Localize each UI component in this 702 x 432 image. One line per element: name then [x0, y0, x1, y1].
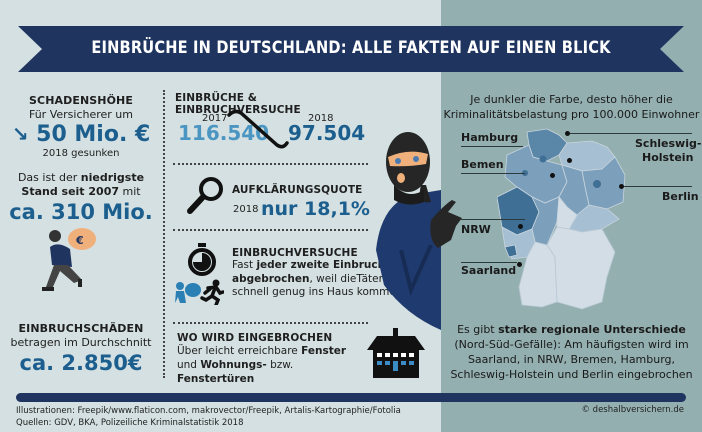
clearance-heading: AUFKLÄRUNGSQUOTE [232, 184, 363, 196]
burglaries-year2: 2018 [308, 113, 334, 124]
title-banner: EINBRÜCHE IN DEUTSCHLAND: ALLE FAKTEN AU… [18, 24, 684, 72]
credits-sources: Quellen: GDV, BKA, Polizeiliche Kriminal… [16, 418, 244, 428]
where-text-bold3: Fenstertüren [177, 373, 255, 385]
map-dot-bremen [550, 173, 555, 178]
average-damage-section: EINBRUCHSCHÄDEN betragen im Durchschnitt… [0, 322, 162, 376]
thief-with-bag-icon [175, 282, 201, 303]
section-divider-3 [173, 322, 368, 324]
svg-text:€: € [75, 234, 84, 247]
damage-line3-bold: niedrigste [80, 171, 145, 184]
map-dot-nrw [518, 224, 523, 229]
magnifier-icon [187, 177, 223, 214]
damage-line4-text: mit [119, 185, 141, 198]
leader-line-schleswig [570, 133, 692, 134]
burglaries-value2: 97.504 [288, 121, 366, 145]
damage-heading: SCHADENSHÖHE [29, 94, 133, 107]
where-text-pre: Über leicht erreichbare [177, 345, 302, 357]
where-text-mid2: bzw. [266, 359, 294, 371]
attempts-heading: EINBRUCHVERSUCHE [232, 247, 358, 259]
attempts-text-pre: Fast [232, 259, 257, 271]
downward-trend-line-icon [227, 109, 289, 149]
damage-section: SCHADENSHÖHE Für Versicherer um ↘ 50 Mio… [0, 82, 162, 251]
average-heading: EINBRUCHSCHÄDEN [18, 322, 144, 335]
burglaries-year1: 2017 [202, 113, 228, 124]
damage-line3-text: Das ist der [17, 171, 81, 184]
clearance-value: nur 18,1% [261, 198, 370, 220]
map-label-berlin: Berlin [662, 190, 699, 203]
damage-amount-value: 50 Mio. € [36, 122, 151, 147]
map-caption: Je dunkler die Farbe, desto höher die Kr… [443, 93, 700, 121]
leader-line-hamburg [461, 146, 523, 147]
banner-ribbon-shape [18, 26, 684, 72]
map-dot-berlin [619, 184, 624, 189]
thief-with-moneybag-icon: € [42, 228, 96, 291]
section-divider-1 [173, 163, 368, 165]
stopwatch-icon [188, 243, 216, 276]
running-person-icon [200, 279, 224, 305]
map-label-holstein: Holstein [642, 151, 694, 164]
damage-line1: Für Versicherer um [28, 108, 133, 121]
section-divider-2 [173, 229, 368, 231]
map-label-hamburg: Hamburg [461, 131, 519, 144]
summary-pre: Es gibt [457, 323, 499, 336]
attempts-text-bold: jeder zweite Einbruch wird abgebrochen [232, 259, 415, 285]
germany-map [497, 128, 626, 310]
damage-line4-bold: Stand seit 2007 [21, 185, 120, 198]
map-dot-hamburg [567, 158, 572, 163]
credits-illustrations: Illustrationen: Freepik/www.flaticon.com… [16, 406, 401, 416]
damage-line2: 2018 gesunken [42, 148, 120, 159]
damage-amount: ↘ 50 Mio. € [0, 122, 162, 147]
credits: Illustrationen: Freepik/www.flaticon.com… [16, 405, 401, 429]
leader-line-saarland [461, 262, 517, 263]
leader-line-nrw [461, 219, 525, 220]
map-dot-schleswig [565, 131, 570, 136]
average-amount: ca. 2.850€ [19, 351, 143, 375]
vertical-divider [163, 90, 165, 378]
copyright: © deshalbversichern.de [581, 405, 684, 415]
damage-line3: Das ist der niedrigste [0, 171, 162, 185]
damage-line4: Stand seit 2007 mit [0, 185, 162, 199]
house-icon [367, 328, 425, 378]
summary-bold: starke regionale Unterschiede [498, 323, 686, 336]
left-background [0, 0, 441, 432]
footer-bar [16, 393, 686, 402]
leader-line-bremen [461, 173, 525, 174]
attempts-section: EINBRUCHVERSUCHE Fast jeder zweite Einbr… [232, 247, 422, 300]
map-summary: Es gibt starke regionale Unterschiede (N… [441, 322, 702, 382]
summary-post: (Nord-Süd-Gefälle): Am häufigsten wird i… [450, 338, 693, 381]
where-text-bold1: Fenster [301, 345, 347, 357]
map-label-nrw: NRW [461, 223, 491, 236]
page-title: EINBRÜCHE IN DEUTSCHLAND: ALLE FAKTEN AU… [91, 38, 611, 58]
map-label-saarland: Saarland [461, 264, 517, 277]
where-text: Über leicht erreichbare Fenster und Wohn… [177, 344, 367, 386]
map-dot-saarland [517, 262, 522, 267]
where-text-bold2: Wohnungs- [200, 359, 267, 371]
map-label-bremen: Bemen [461, 158, 504, 171]
where-heading: WO WIRD EINGEBROCHEN [177, 332, 333, 344]
attempts-text: Fast jeder zweite Einbruch wird abgebroc… [232, 259, 422, 300]
where-text-mid: und [177, 359, 201, 371]
masked-burglar-illustration [376, 132, 462, 330]
average-line: betragen im Durchschnitt [10, 336, 152, 349]
leader-line-berlin [622, 186, 692, 187]
where-section: WO WIRD EINGEBROCHEN Über leicht erreich… [177, 332, 367, 386]
clearance-year: 2018 [233, 204, 259, 215]
map-label-schleswig: Schleswig- [635, 137, 702, 150]
arrow-down-right-icon: ↘ [11, 122, 29, 146]
